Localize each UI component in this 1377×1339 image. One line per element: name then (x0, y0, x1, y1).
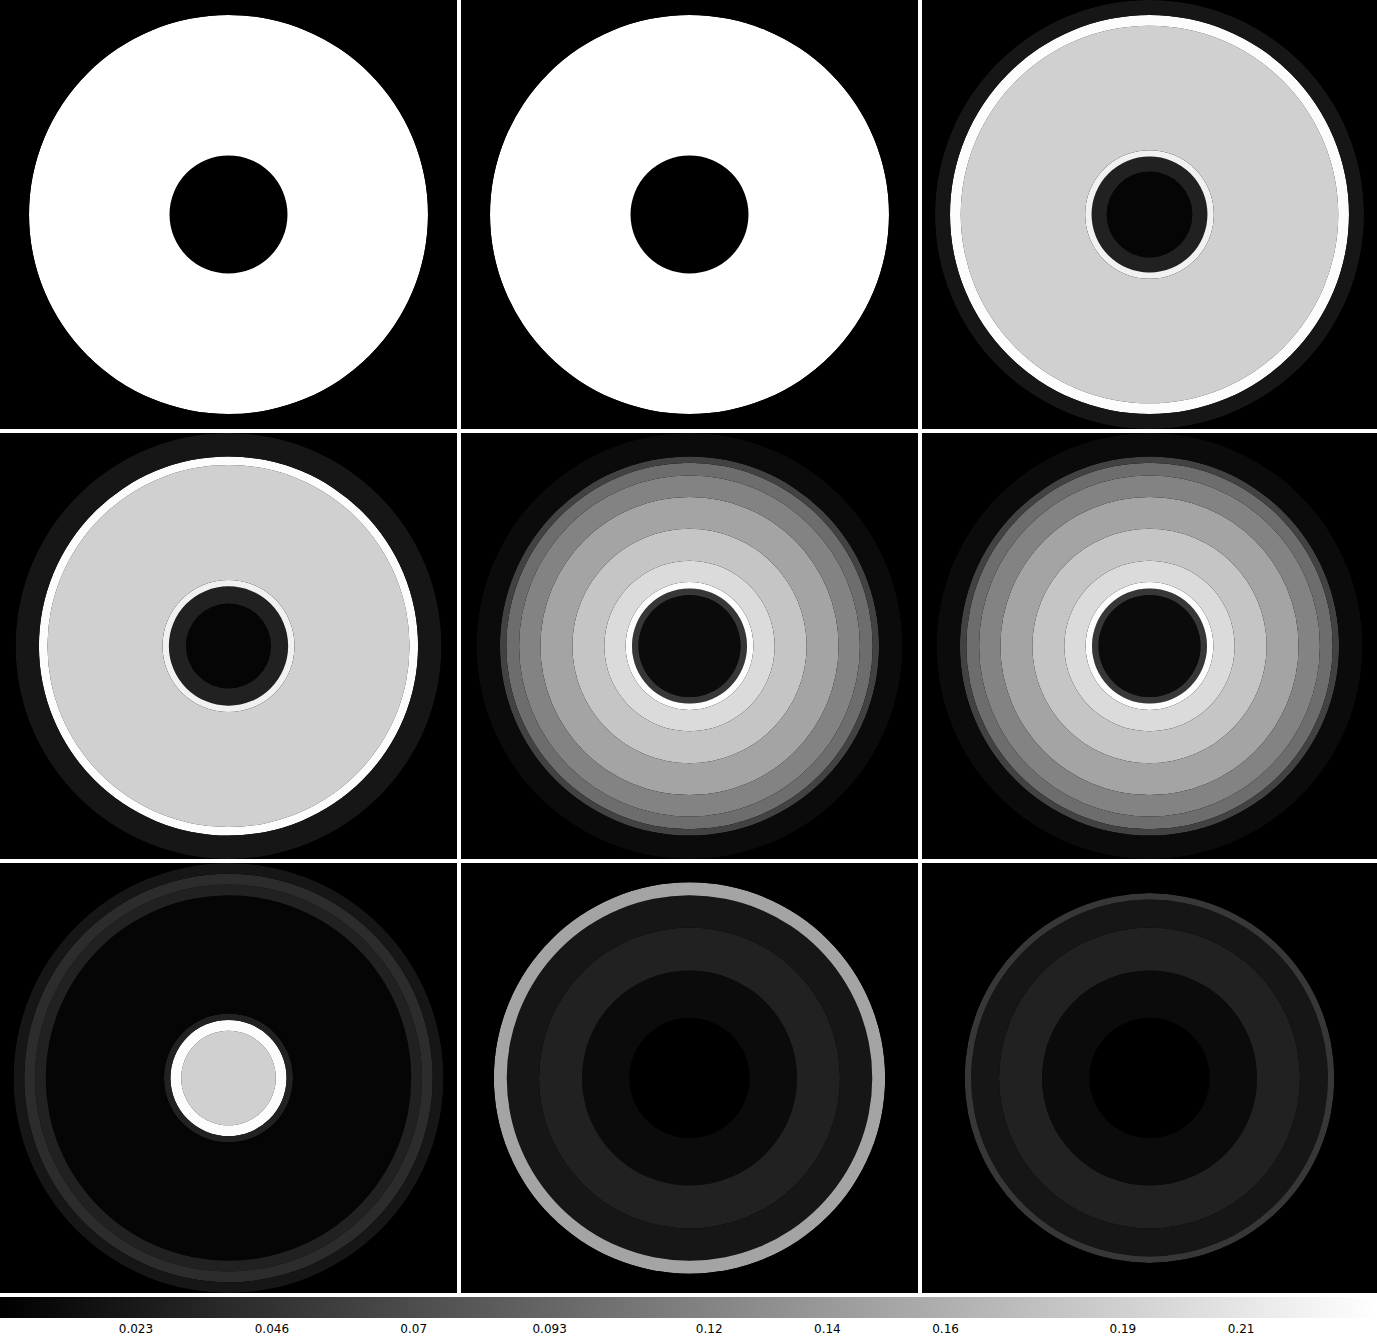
svg-text:0.14: 0.14 (814, 1322, 841, 1336)
svg-text:0.16: 0.16 (932, 1322, 959, 1336)
svg-text:0.046: 0.046 (255, 1322, 289, 1336)
svg-text:0.023: 0.023 (119, 1322, 153, 1336)
svg-text:0.12: 0.12 (696, 1322, 723, 1336)
svg-text:0.19: 0.19 (1110, 1322, 1137, 1336)
svg-text:0.093: 0.093 (532, 1322, 566, 1336)
svg-text:0.21: 0.21 (1228, 1322, 1255, 1336)
svg-text:0.07: 0.07 (400, 1322, 427, 1336)
